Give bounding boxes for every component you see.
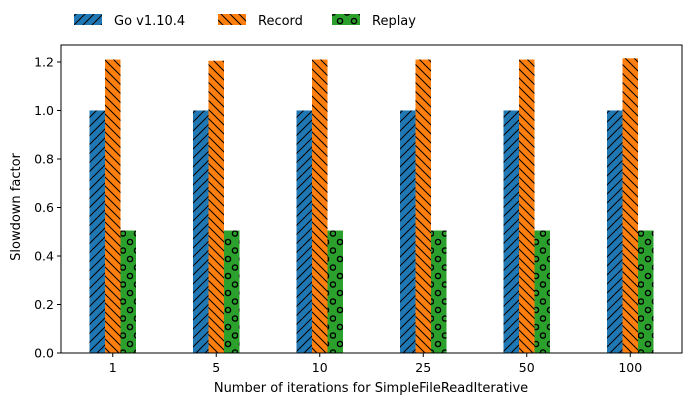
bar-hatch-replay-50 xyxy=(534,230,550,353)
bar-hatch-record-10 xyxy=(312,59,328,354)
y-axis-label: Slowdown factor xyxy=(9,152,24,260)
bar-hatch-record-100 xyxy=(622,58,638,353)
bar-hatch-record-5 xyxy=(208,60,224,353)
legend-swatch-hatch-go xyxy=(74,14,102,25)
legend-swatch-hatch-replay xyxy=(332,14,360,25)
y-tick-label: 0.0 xyxy=(34,346,54,361)
x-tick-label: 100 xyxy=(618,360,642,375)
y-tick-label: 0.4 xyxy=(34,248,54,263)
legend-label-go: Go v1.10.4 xyxy=(114,14,185,29)
bar-hatch-record-50 xyxy=(519,59,535,354)
bar-hatch-replay-100 xyxy=(638,230,654,353)
bar-hatch-replay-25 xyxy=(431,230,447,353)
bar-hatch-go-10 xyxy=(296,110,312,353)
bar-hatch-go-50 xyxy=(503,110,519,353)
legend-swatch-hatch-record xyxy=(218,14,246,25)
y-tick-label: 0.2 xyxy=(34,297,54,312)
legend: Go v1.10.4 Record Replay xyxy=(74,14,416,29)
x-tick-label: 50 xyxy=(519,360,535,375)
bar-hatch-record-1 xyxy=(105,59,121,354)
y-tick-label: 0.6 xyxy=(34,200,54,215)
bar-hatch-go-1 xyxy=(89,110,105,353)
x-tick-label: 1 xyxy=(109,360,117,375)
x-axis-label: Number of iterations for SimpleFileReadI… xyxy=(214,381,528,396)
x-tick-label: 5 xyxy=(212,360,220,375)
bars xyxy=(89,58,654,354)
bar-hatch-replay-10 xyxy=(327,230,343,353)
bar-hatch-go-5 xyxy=(193,110,209,353)
bar-hatch-replay-1 xyxy=(120,230,136,353)
x-tick-label: 10 xyxy=(312,360,328,375)
bar-hatch-replay-5 xyxy=(224,230,240,353)
y-tick-label: 0.8 xyxy=(34,151,54,166)
bar-hatch-go-100 xyxy=(607,110,623,353)
legend-label-record: Record xyxy=(258,14,303,29)
bar-hatch-go-25 xyxy=(400,110,416,353)
legend-label-replay: Replay xyxy=(372,14,416,29)
plot-frame xyxy=(60,44,683,354)
y-tick-label: 1.0 xyxy=(34,103,54,118)
y-tick-label: 1.2 xyxy=(34,54,54,69)
bar-hatch-record-25 xyxy=(415,59,431,354)
x-tick-label: 25 xyxy=(415,360,431,375)
axes: 0.0 0.2 0.4 0.6 0.8 1.0 1.2 1 5 10 25 50 100 xyxy=(34,44,683,375)
